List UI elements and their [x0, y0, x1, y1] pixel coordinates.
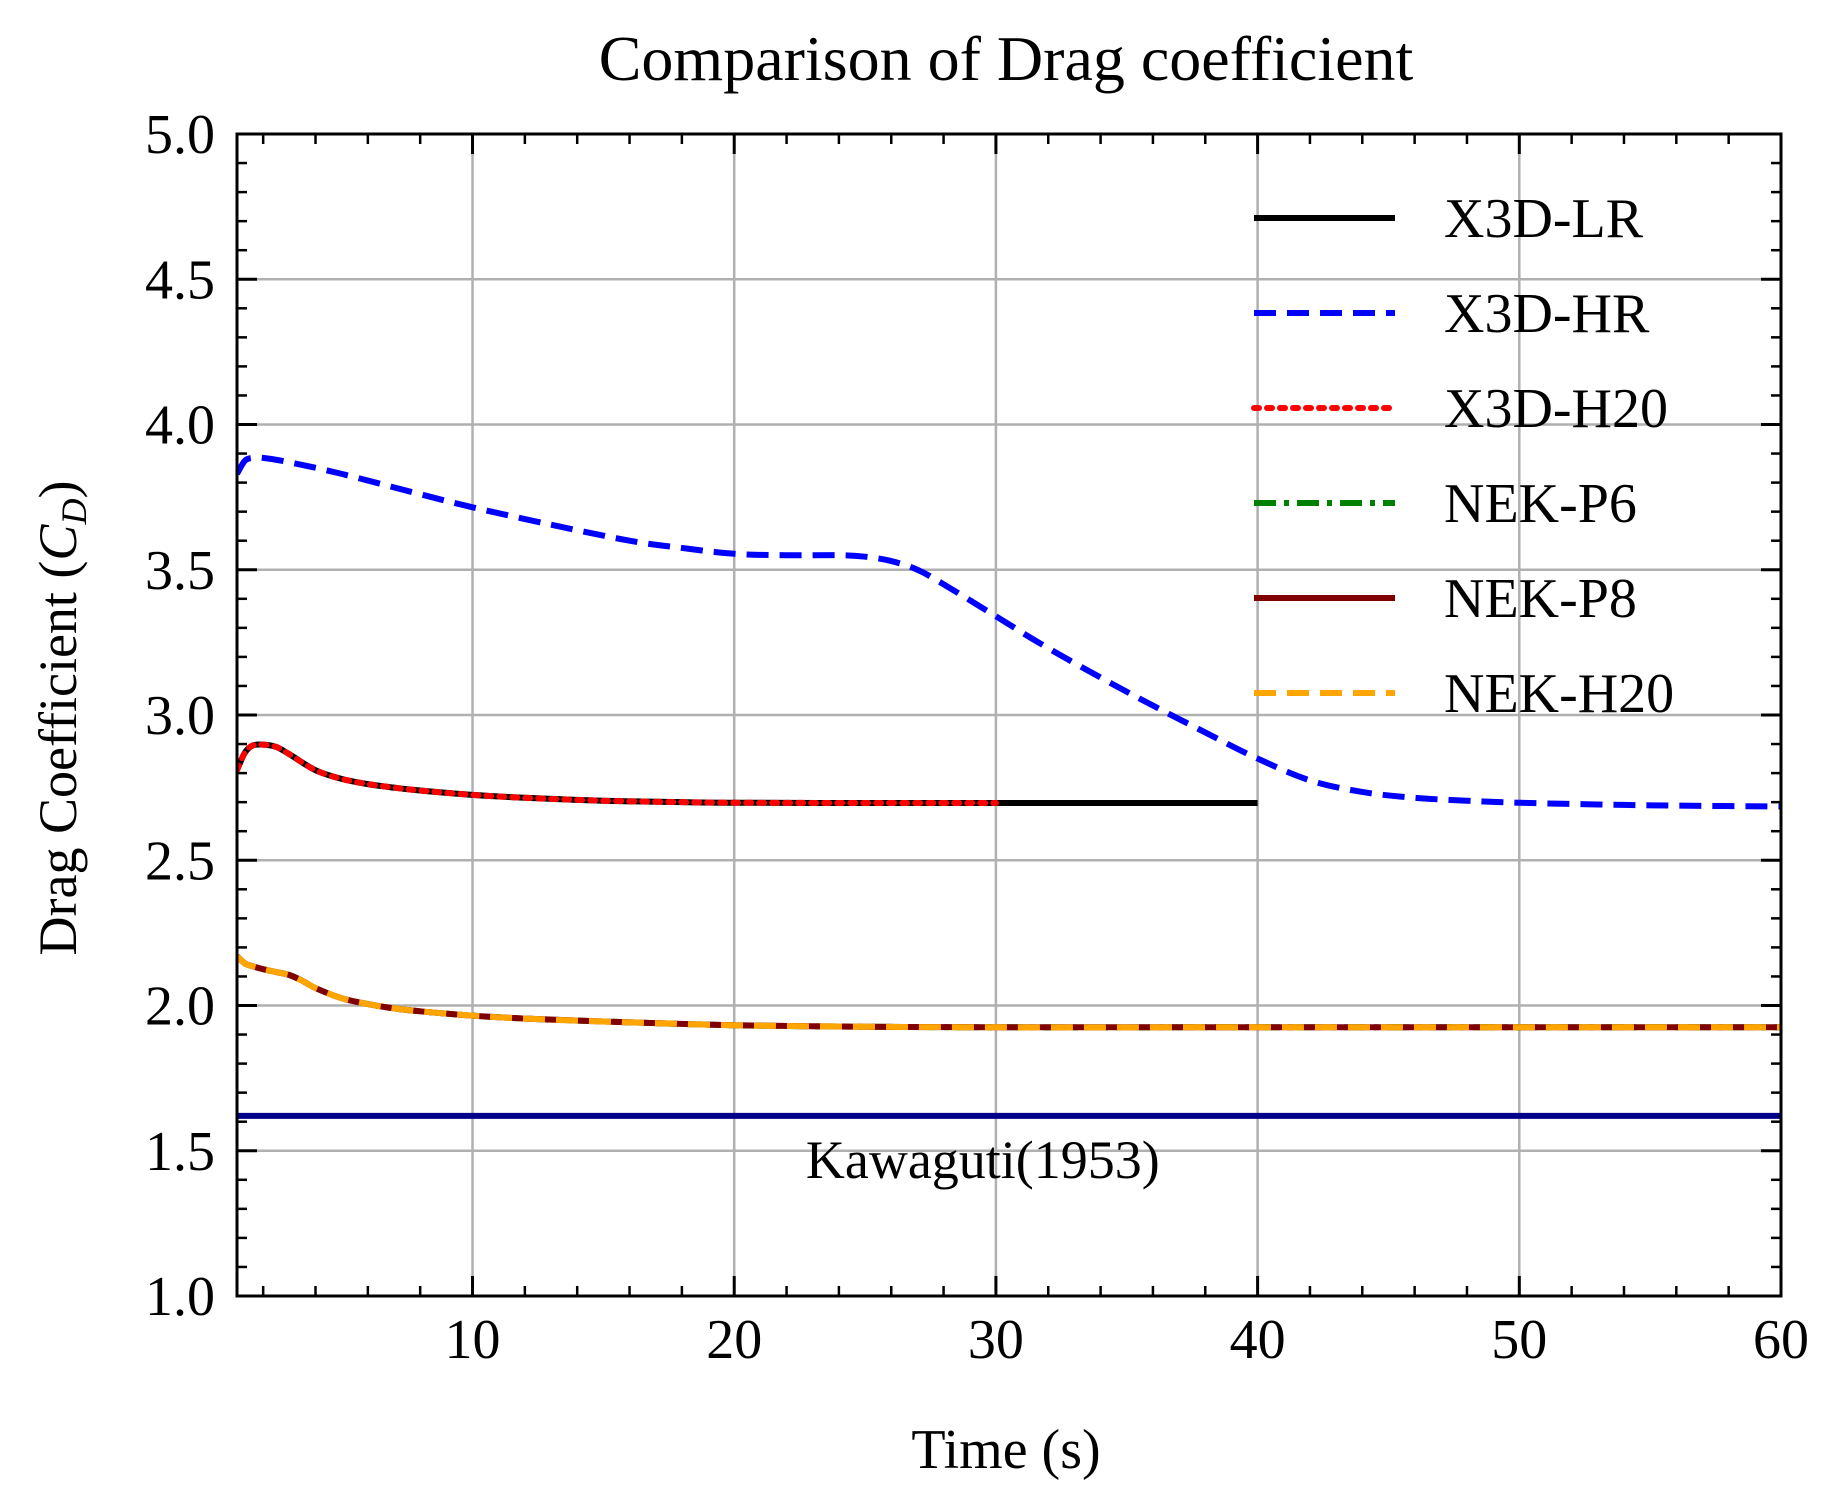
y-axis-label-prefix: Drag Coefficient (: [28, 561, 88, 956]
y-axis-label-subscript: D: [54, 499, 94, 526]
legend-label-nek-p8: NEK-P8: [1444, 568, 1637, 630]
y-tick-label-1: 1.5: [145, 1121, 215, 1183]
y-tick-label-4: 3.0: [145, 685, 215, 747]
y-tick-label-2: 2.0: [145, 976, 215, 1038]
series-layer: [237, 454, 1781, 1119]
y-tick-label-6: 4.0: [145, 395, 215, 457]
series-line-x3d-hr: [237, 454, 1781, 810]
labels-layer: Comparison of Drag coefficient Time (s) …: [28, 23, 1414, 1481]
x-axis-label: Time (s): [911, 1419, 1100, 1481]
x-tick-label-0: 10: [445, 1309, 501, 1371]
y-tick-label-3: 2.5: [145, 830, 215, 892]
x-tick-label-5: 60: [1753, 1309, 1809, 1371]
x-tick-label-4: 50: [1491, 1309, 1547, 1371]
chart-title: Comparison of Drag coefficient: [599, 23, 1414, 94]
legend-label-x3d-hr: X3D-HR: [1444, 283, 1650, 345]
legend-label-x3d-h20: X3D-H20: [1444, 378, 1668, 440]
ticks-layer: 10 20 30 40 50 60 1.0 1.5 2.0 2.5 3.0 3.5 4.0 4.5 5.0: [145, 104, 1809, 1371]
plot-frame: [235, 132, 1783, 1298]
y-tick-label-5: 3.5: [145, 540, 215, 602]
y-tick-label-8: 5.0: [145, 104, 215, 166]
legend: X3D-LR X3D-HR X3D-H20 NEK-P6 NEK-P8 NEK-H20: [1251, 188, 1674, 725]
series-line-nek-h20: [237, 953, 1781, 1031]
y-axis-label: Drag Coefficient (CD): [28, 481, 94, 956]
reference-line-label: Kawaguti(1953): [806, 1130, 1160, 1190]
axis-frame: [235, 132, 1783, 1298]
x-tick-label-1: 20: [706, 1309, 762, 1371]
y-axis-label-suffix: ): [28, 481, 88, 499]
y-axis-label-symbol: C: [28, 524, 88, 561]
legend-label-x3d-lr: X3D-LR: [1444, 188, 1644, 250]
series-line-x3d-h20: [237, 741, 999, 807]
x-tick-label-3: 40: [1230, 1309, 1286, 1371]
legend-label-nek-h20: NEK-H20: [1444, 663, 1674, 725]
y-tick-label-7: 4.5: [145, 249, 215, 311]
x-tick-label-2: 30: [968, 1309, 1024, 1371]
legend-label-nek-p6: NEK-P6: [1444, 473, 1637, 535]
y-tick-label-0: 1.0: [145, 1266, 215, 1328]
